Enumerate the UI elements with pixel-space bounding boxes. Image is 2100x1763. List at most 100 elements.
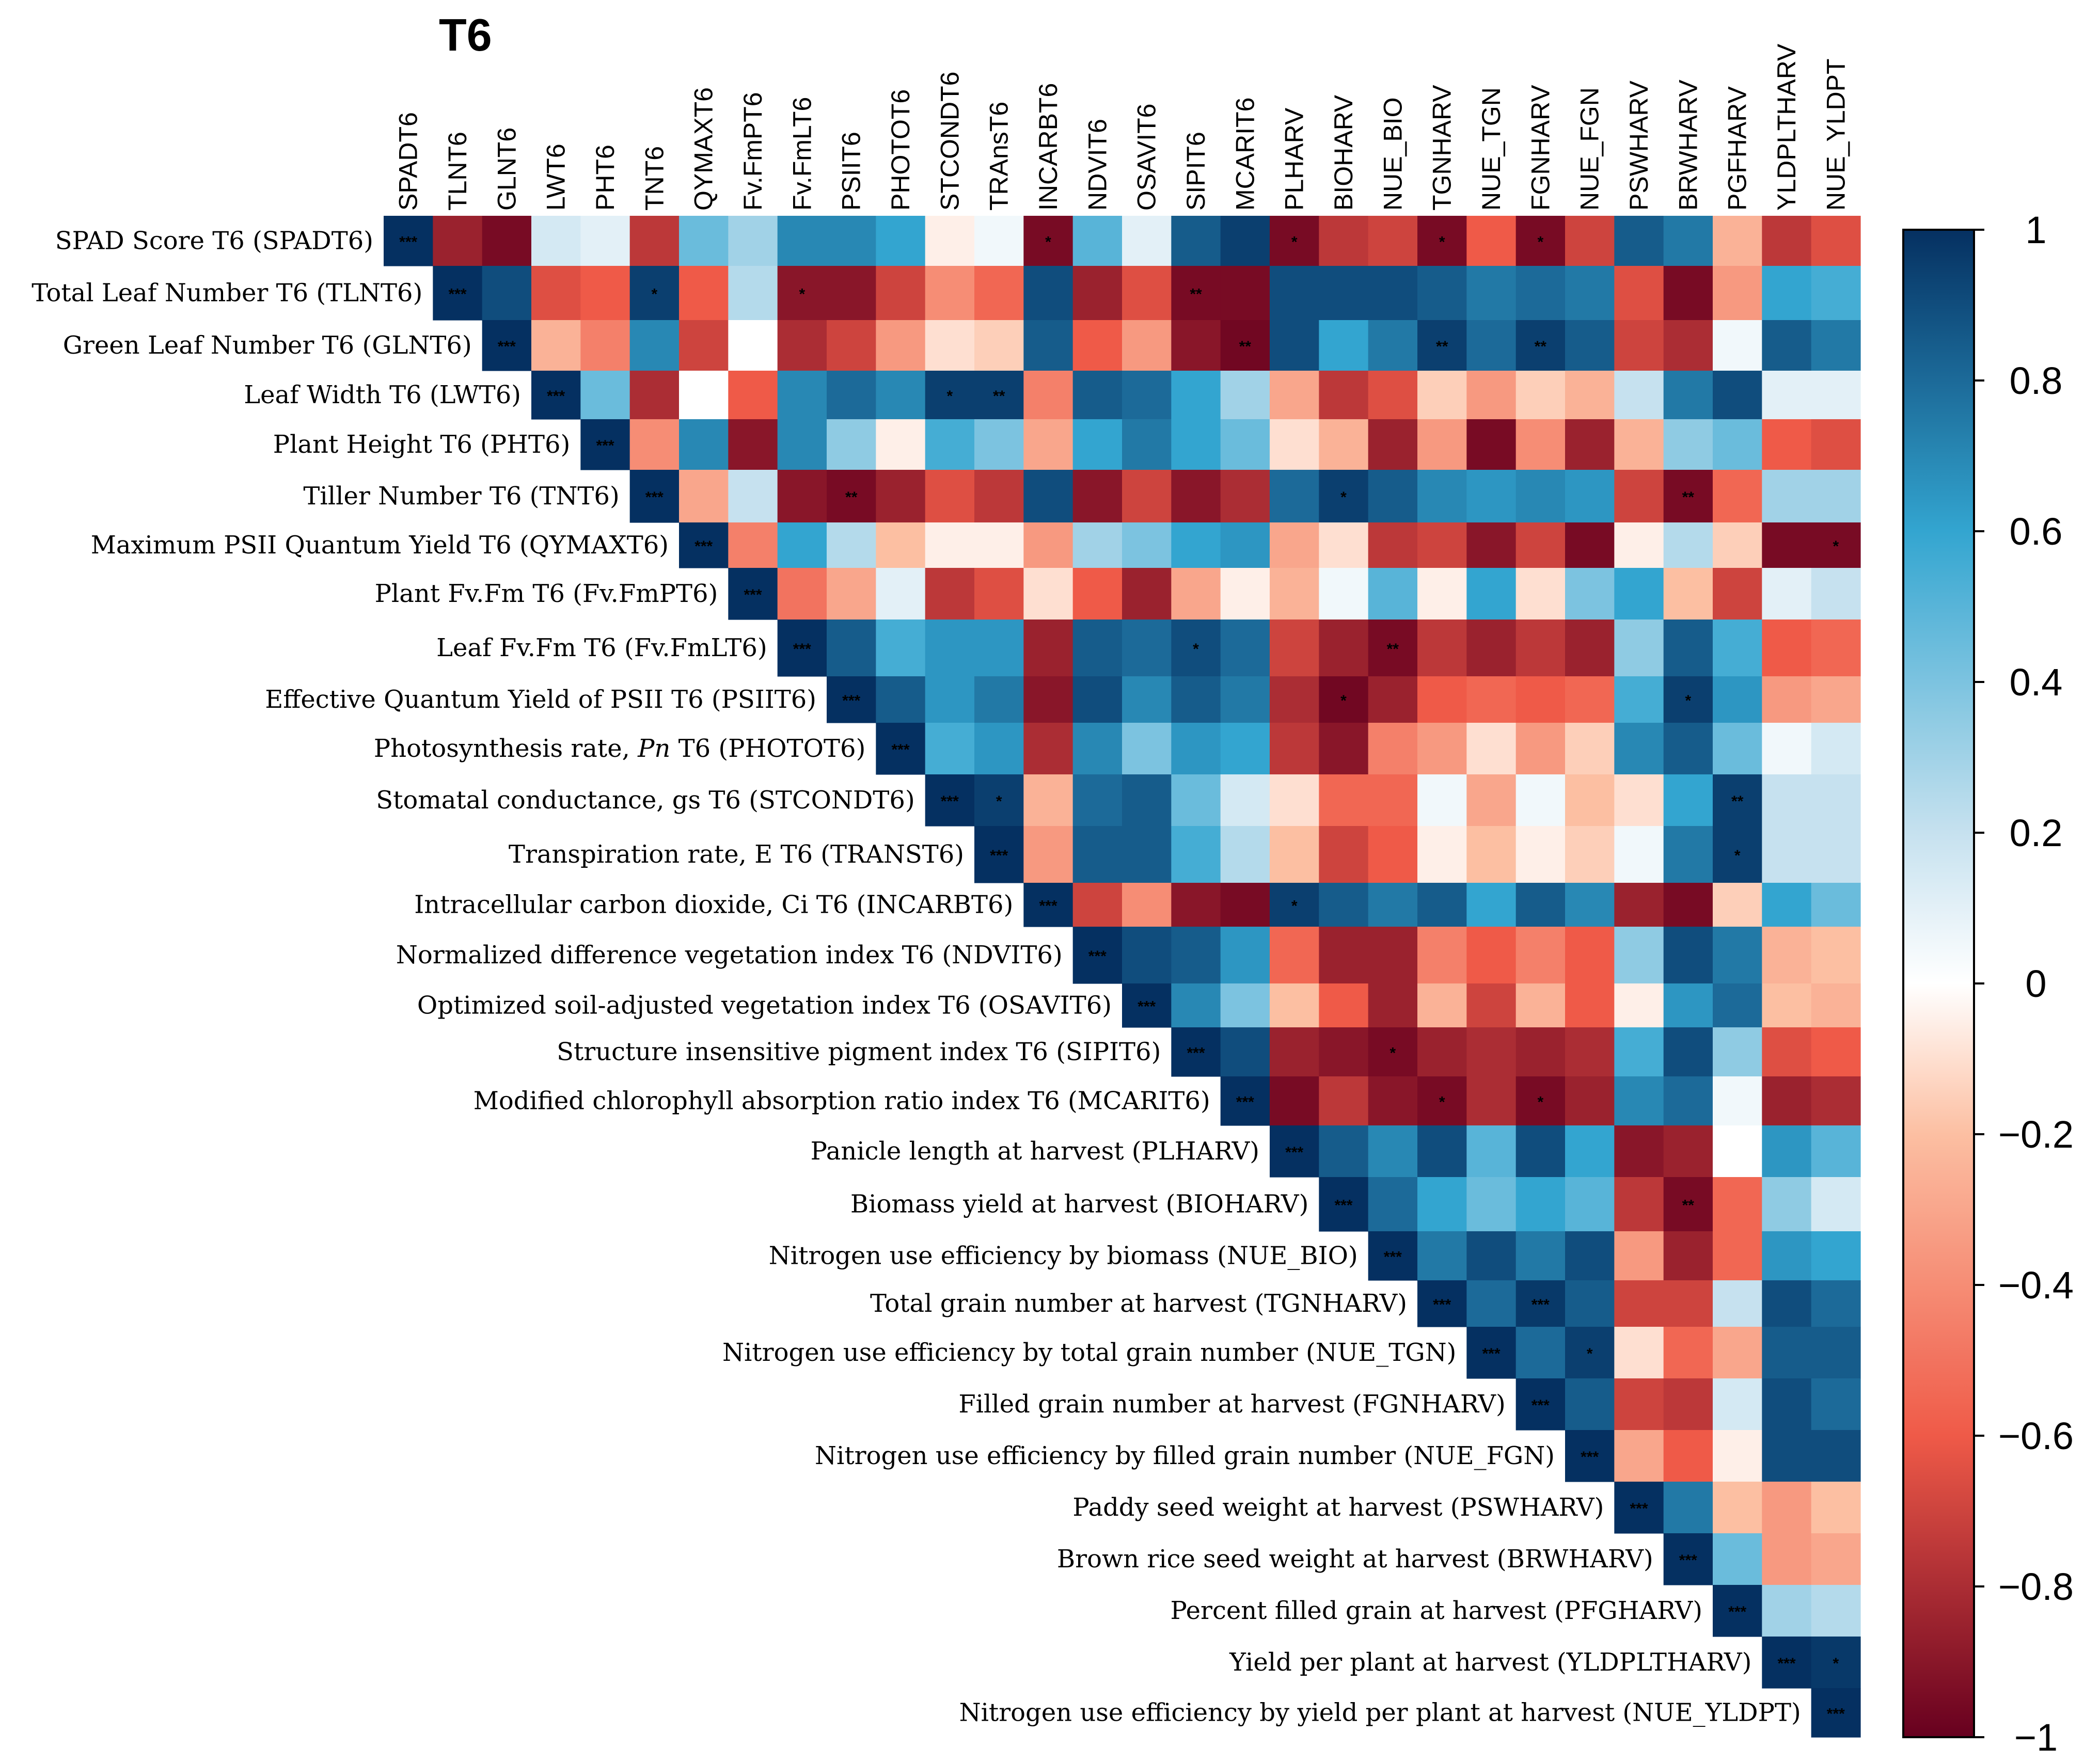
cell-r10-c14: [1072, 723, 1123, 775]
cell-r7-c14: [1072, 568, 1123, 620]
cell-r23-c29: [1811, 1378, 1861, 1431]
cell-r15-c20: [1368, 983, 1418, 1028]
cell-r13-c24: [1565, 883, 1615, 927]
sig-mark-r25-c25: ***: [1630, 1500, 1648, 1517]
cell-r8-c25: [1614, 620, 1664, 677]
cell-r4-c22: [1466, 419, 1517, 470]
sig-mark-r1-c5: *: [651, 286, 657, 303]
colorbar-tick-label: −0.2: [1998, 1113, 2074, 1156]
row-label: SPAD Score T6 (SPADT6): [55, 227, 373, 256]
column-label: SIPIT6: [1181, 132, 1210, 211]
cell-r3-c28: [1762, 371, 1812, 420]
cell-r4-c5: [629, 419, 680, 470]
cell-r7-c10: [876, 568, 926, 620]
cell-r12-c15: [1122, 826, 1172, 883]
cell-r17-c21: [1417, 1076, 1467, 1126]
cell-r9-c16: [1171, 676, 1221, 723]
cell-r13-c18: [1270, 883, 1319, 927]
colorbar-tick-label: −0.8: [1998, 1565, 2074, 1608]
cell-r4-c21: [1417, 419, 1467, 470]
cell-r1-c28: [1762, 266, 1812, 321]
row-label: Yield per plant at harvest (YLDPLTHARV): [1229, 1648, 1751, 1677]
sig-mark-r2-c17: **: [1239, 338, 1252, 355]
cell-r3-c23: [1515, 371, 1566, 420]
sig-mark-r7-c7: ***: [744, 586, 762, 603]
cell-r13-c21: [1417, 883, 1467, 927]
column-label: MCARIT6: [1230, 98, 1259, 211]
cell-r4-c20: [1368, 419, 1418, 470]
cell-r5-c10: [876, 470, 926, 523]
cell-r10-c24: [1565, 723, 1615, 775]
colorbar-tick-label: 0.8: [2010, 359, 2063, 402]
cell-r4-c29: [1811, 419, 1861, 470]
cell-r10-c25: [1614, 723, 1664, 775]
cell-r1-c1: [433, 266, 483, 321]
cell-r16-c21: [1417, 1027, 1467, 1077]
column-label: SPADT6: [394, 112, 423, 211]
cell-r0-c17: [1220, 216, 1270, 266]
cell-r6-c14: [1072, 522, 1123, 568]
cell-r18-c18: [1270, 1125, 1319, 1178]
cell-r12-c22: [1466, 826, 1517, 883]
cell-r6-c20: [1368, 522, 1418, 568]
cell-r11-c15: [1122, 774, 1172, 827]
cell-r12-c24: [1565, 826, 1615, 883]
row-label: Nitrogen use efficiency by yield per pla…: [959, 1698, 1801, 1727]
cell-r5-c16: [1171, 470, 1221, 523]
cell-r19-c27: [1713, 1177, 1762, 1232]
cell-r0-c29: [1811, 216, 1861, 266]
sig-mark-r22-c24: *: [1587, 1345, 1593, 1362]
cell-r0-c13: [1023, 216, 1073, 266]
sig-mark-r11-c27: **: [1731, 793, 1744, 810]
cell-r11-c24: [1565, 774, 1615, 827]
cell-r1-c27: [1713, 266, 1762, 321]
column-label: TNT6: [640, 146, 669, 211]
cell-r0-c20: [1368, 216, 1418, 266]
cell-r1-c17: [1220, 266, 1270, 321]
cell-r2-c15: [1122, 320, 1172, 371]
cell-r3-c24: [1565, 371, 1615, 420]
cell-r8-c18: [1270, 620, 1319, 677]
cell-r24-c29: [1811, 1430, 1861, 1482]
cell-r0-c1: [433, 216, 483, 266]
cell-r0-c16: [1171, 216, 1221, 266]
cell-r12-c23: [1515, 826, 1566, 883]
cell-r25-c27: [1713, 1482, 1762, 1534]
cell-r11-c11: [925, 774, 975, 827]
sig-mark-r2-c2: ***: [498, 338, 516, 355]
cell-r26-c28: [1762, 1533, 1812, 1585]
cell-r21-c29: [1811, 1280, 1861, 1327]
cell-r2-c25: [1614, 320, 1664, 371]
row-label: Stomatal conductance, gs T6 (STCONDT6): [376, 786, 914, 815]
cell-r17-c24: [1565, 1076, 1615, 1126]
cell-r1-c9: [827, 266, 876, 321]
sig-mark-r11-c12: *: [996, 793, 1002, 810]
cell-r19-c26: [1663, 1177, 1713, 1232]
cell-r9-c28: [1762, 676, 1812, 723]
cell-r2-c5: [629, 320, 680, 371]
row-label: Plant Fv.Fm T6 (Fv.FmPT6): [375, 579, 718, 608]
cell-r1-c26: [1663, 266, 1713, 321]
cell-r3-c14: [1072, 371, 1123, 420]
cell-r10-c13: [1023, 723, 1073, 775]
cell-r16-c20: [1368, 1027, 1418, 1077]
cell-r3-c12: [974, 371, 1024, 420]
cell-r10-c27: [1713, 723, 1762, 775]
cell-r19-c20: [1368, 1177, 1418, 1232]
sig-mark-r28-c28: ***: [1777, 1655, 1795, 1672]
colorbar-tick-label: 0.6: [2010, 510, 2063, 553]
sig-mark-r3-c3: ***: [547, 388, 565, 405]
sig-mark-r21-c21: ***: [1433, 1296, 1451, 1313]
cell-r16-c28: [1762, 1027, 1812, 1077]
cell-r1-c4: [580, 266, 630, 321]
cell-r2-c12: [974, 320, 1024, 371]
cell-r24-c25: [1614, 1430, 1664, 1482]
cell-r6-c26: [1663, 522, 1713, 568]
row-label: Green Leaf Number T6 (GLNT6): [63, 331, 472, 360]
cell-r5-c9: [827, 470, 876, 523]
cell-r14-c29: [1811, 927, 1861, 984]
cell-r9-c24: [1565, 676, 1615, 723]
cell-r22-c22: [1466, 1327, 1517, 1379]
cell-r16-c29: [1811, 1027, 1861, 1077]
cell-r18-c21: [1417, 1125, 1467, 1178]
